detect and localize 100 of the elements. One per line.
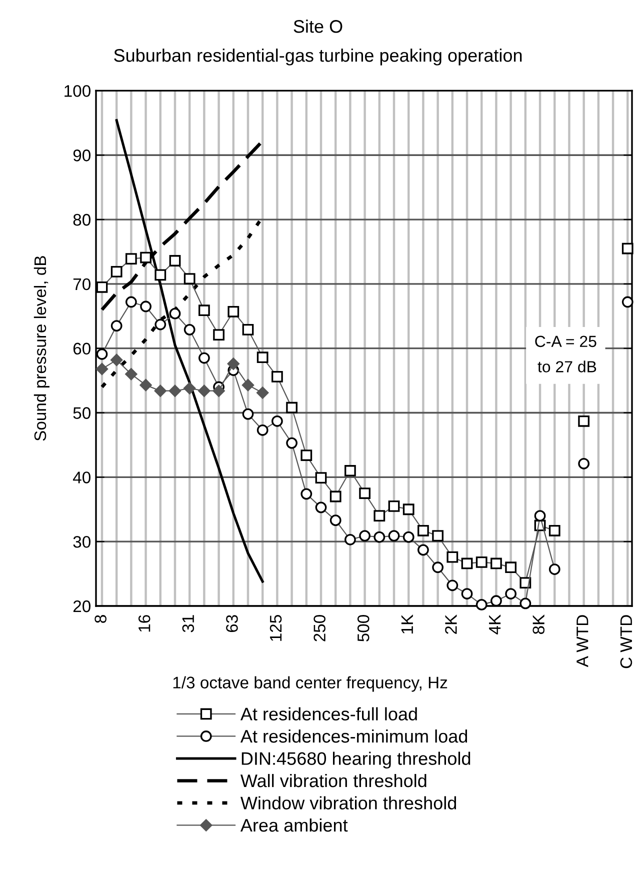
point (622, 296, 634, 308)
point (461, 558, 473, 570)
point (548, 524, 560, 536)
y-tick-label: 40 (72, 472, 90, 484)
legend-label: Wall vibration threshold (240, 774, 426, 788)
point (330, 514, 342, 526)
point (476, 599, 488, 610)
point (505, 588, 517, 600)
point (124, 368, 138, 380)
point (96, 348, 108, 360)
point (198, 384, 210, 398)
x-tick-label: 31 (182, 615, 194, 632)
point (388, 530, 400, 542)
point (256, 352, 268, 364)
x-tick-label: 250 (314, 614, 326, 642)
point (212, 384, 226, 398)
y-tick-label: 70 (73, 278, 90, 290)
point (476, 556, 488, 568)
legend-label: Area ambient (240, 818, 348, 832)
legend-label: At residences-full load (240, 707, 417, 720)
point (286, 402, 298, 414)
point (622, 242, 634, 254)
point (505, 562, 517, 574)
point (169, 308, 181, 320)
point (315, 472, 327, 484)
legend-label: DIN:45680 hearing threshold (242, 752, 470, 769)
point (578, 415, 590, 427)
x-tick-label: 63 (226, 615, 238, 632)
x-tick-label: 1K (401, 614, 413, 634)
point (154, 384, 167, 398)
point (374, 531, 386, 543)
x-tick-label: 2K (445, 614, 457, 634)
point (432, 562, 444, 574)
point (446, 551, 458, 563)
point (490, 558, 502, 570)
point (184, 273, 196, 284)
y-tick-label: 30 (73, 536, 90, 548)
point (242, 408, 254, 420)
y-tick-label: 50 (73, 407, 90, 419)
y-tick-label: 80 (73, 214, 90, 226)
point (198, 304, 210, 316)
point (300, 488, 312, 500)
y-axis-title: Sound pressure level, dB (34, 256, 50, 441)
legend-label: At residences-minimum load (240, 729, 468, 743)
point (227, 358, 240, 370)
y-tick-label: 100 (64, 85, 90, 97)
point (154, 269, 166, 281)
point (110, 354, 123, 366)
point (140, 252, 152, 264)
x-tick-label: 16 (138, 615, 150, 632)
point (96, 281, 108, 293)
chart-subtitle: Suburban residential-gas turbine peaking operation (114, 48, 522, 66)
point (388, 500, 400, 512)
point (490, 595, 502, 607)
x-tick-label: 125 (270, 615, 282, 641)
point (125, 253, 137, 265)
point (96, 362, 108, 376)
x-tick-label: 500 (357, 614, 370, 642)
point (402, 531, 414, 543)
y-tick-label: 90 (73, 150, 90, 162)
annotation: C-A = 25 to 27 dB (535, 336, 596, 372)
point (183, 382, 196, 395)
point (256, 386, 269, 400)
point (418, 544, 429, 556)
x-tick-label: A WTD (576, 615, 588, 668)
point (154, 318, 166, 330)
point (344, 465, 356, 476)
point (359, 530, 370, 542)
point (140, 378, 152, 392)
x-tick-label: 8K (532, 614, 544, 634)
point (272, 370, 283, 382)
point (256, 424, 268, 436)
y-tick-label: 60 (73, 342, 90, 355)
point (402, 504, 414, 516)
point (315, 502, 327, 514)
x-tick-label: 8 (94, 615, 106, 623)
point (140, 300, 152, 312)
point (446, 580, 458, 592)
point (242, 378, 254, 392)
point (461, 588, 473, 600)
y-tick-label: 20 (73, 600, 90, 612)
point (125, 296, 137, 308)
point (578, 458, 590, 470)
legend-label: Window vibration threshold (240, 796, 456, 810)
point (520, 598, 532, 610)
point (548, 564, 560, 575)
point (418, 524, 429, 536)
point (330, 490, 342, 502)
x-tick-label: C WTD (620, 615, 632, 668)
point (300, 450, 312, 461)
point (110, 320, 122, 332)
point (272, 415, 283, 427)
point (242, 324, 254, 336)
point (286, 437, 298, 449)
chart-title: Site O (294, 20, 342, 33)
point (374, 510, 386, 522)
point (184, 324, 196, 336)
point (169, 255, 181, 266)
point (228, 306, 240, 318)
point (110, 266, 122, 278)
